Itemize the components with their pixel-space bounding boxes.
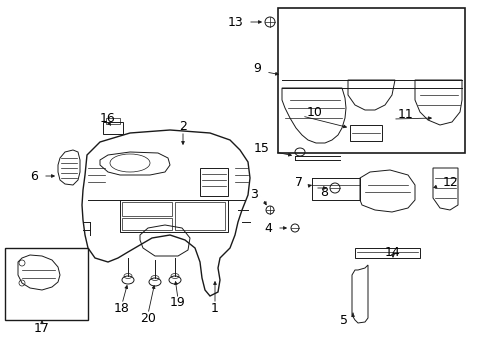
- Text: 14: 14: [385, 246, 400, 258]
- Text: 5: 5: [339, 314, 347, 327]
- Bar: [103, 122, 123, 134]
- Bar: [122, 202, 172, 216]
- Text: 9: 9: [253, 62, 261, 75]
- Text: 12: 12: [442, 175, 458, 189]
- Text: 19: 19: [170, 297, 185, 310]
- Text: 6: 6: [30, 170, 38, 183]
- Bar: [120, 200, 227, 232]
- Text: 2: 2: [179, 121, 186, 134]
- Bar: [5, 248, 88, 320]
- Text: 20: 20: [140, 311, 156, 324]
- Bar: [200, 168, 227, 196]
- Text: 8: 8: [319, 185, 327, 198]
- Text: 10: 10: [306, 105, 322, 118]
- Bar: [106, 118, 120, 124]
- Text: 17: 17: [34, 321, 50, 334]
- Text: 15: 15: [254, 141, 269, 154]
- Text: 18: 18: [114, 302, 130, 315]
- Text: 4: 4: [264, 221, 271, 234]
- Bar: [278, 8, 464, 153]
- Bar: [122, 218, 172, 230]
- Text: 11: 11: [397, 108, 413, 122]
- Bar: [354, 248, 419, 258]
- Bar: [349, 125, 381, 141]
- Bar: [175, 202, 224, 230]
- Text: 1: 1: [211, 302, 219, 315]
- Text: 16: 16: [100, 112, 116, 125]
- Text: 7: 7: [294, 175, 303, 189]
- Text: 13: 13: [227, 15, 243, 28]
- Text: 3: 3: [250, 189, 258, 202]
